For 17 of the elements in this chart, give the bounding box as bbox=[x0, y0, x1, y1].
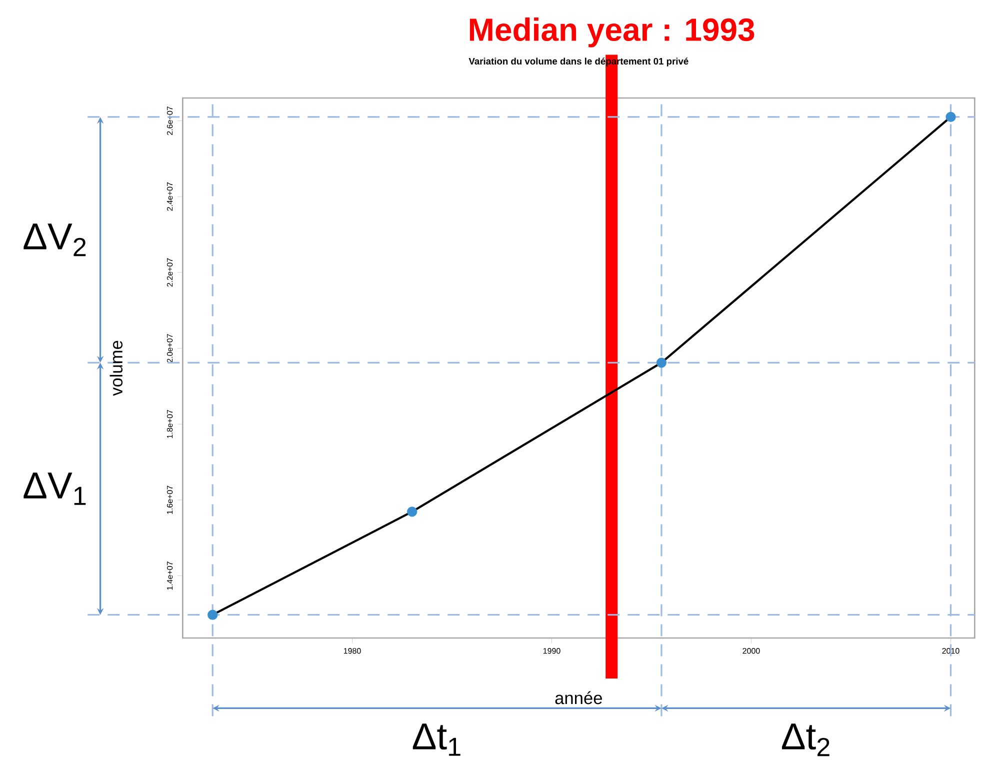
ref-line-label: Median year : 1993 bbox=[470, 18, 754, 48]
x-tick-label: 1990 bbox=[543, 648, 560, 654]
text: Δt$_{1}$ bbox=[412, 724, 460, 756]
y-tick-label: 2.4e+07 bbox=[166, 182, 173, 211]
y-tick-label: 1.4e+07 bbox=[166, 562, 173, 590]
x-tick-label: 2010 bbox=[942, 648, 960, 654]
x-tick-label: 1980 bbox=[344, 648, 361, 654]
y-axis-title: volume bbox=[110, 340, 123, 396]
y-tick-label: 2.2e+07 bbox=[166, 258, 173, 287]
x-tick-label: 2000 bbox=[742, 648, 760, 654]
x-axis-title: année bbox=[555, 691, 602, 704]
y-tick-label: 2.0e+07 bbox=[166, 334, 173, 362]
y-tick-label: 1.8e+07 bbox=[166, 410, 173, 438]
y-tick-label: 1.6e+07 bbox=[166, 486, 173, 514]
text: Δt$_{2}$ bbox=[782, 724, 830, 756]
text: ΔV$_{2}$ bbox=[24, 224, 86, 256]
text: ΔV$_{1}$ bbox=[24, 472, 86, 505]
